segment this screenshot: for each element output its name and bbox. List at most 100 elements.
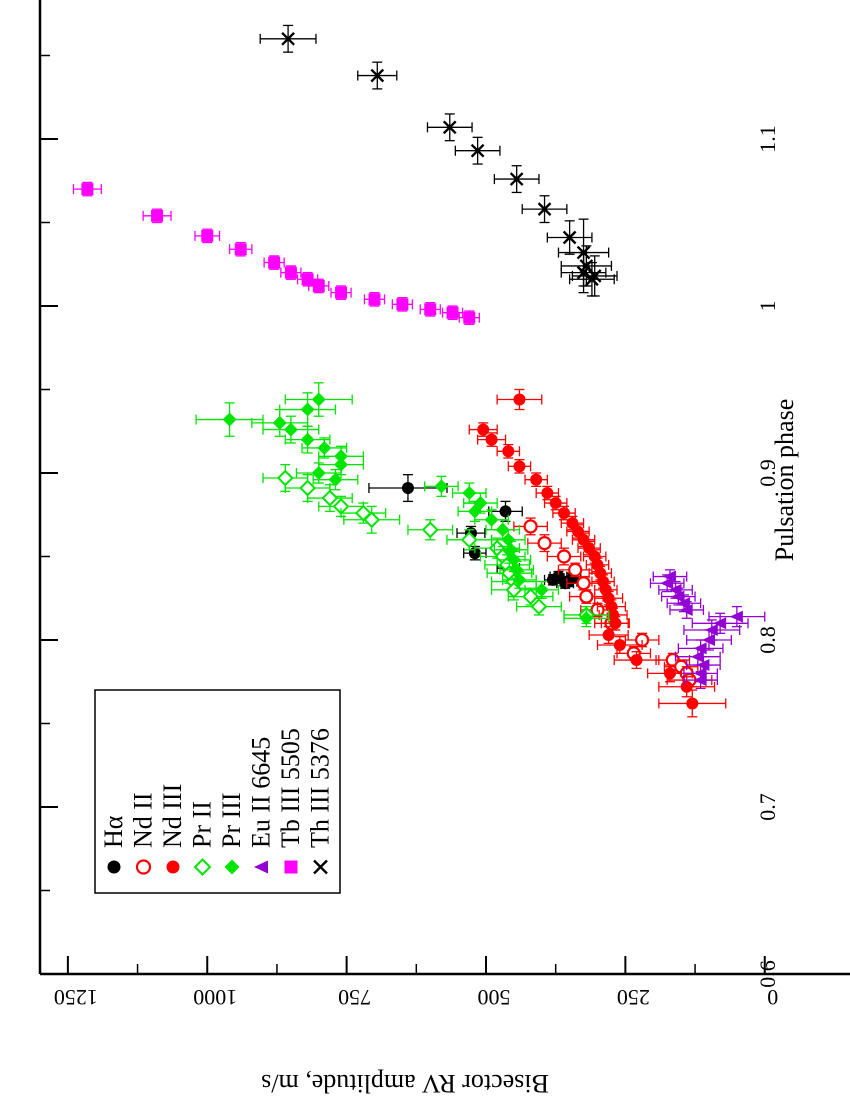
data-point <box>649 574 685 593</box>
data-point <box>391 296 414 312</box>
legend-marker <box>166 860 180 874</box>
series-3 <box>262 463 610 624</box>
legend-item: Nd II <box>129 792 158 875</box>
legend-marker <box>193 858 212 876</box>
data-point <box>142 208 172 224</box>
data-point <box>568 261 615 297</box>
data-point <box>474 509 509 531</box>
data-point <box>458 310 480 326</box>
data-point <box>496 388 543 411</box>
plot-frame <box>38 0 850 976</box>
data-point <box>259 24 317 53</box>
data-point <box>546 220 593 255</box>
legend-marker <box>284 860 298 874</box>
data-point <box>493 540 529 559</box>
data-point <box>521 195 568 224</box>
data-point <box>563 609 610 628</box>
data-point <box>279 392 337 427</box>
data-point <box>357 61 398 90</box>
x-tick-label: 0.6 <box>755 960 780 988</box>
y-tick-label: 500 <box>478 985 511 1010</box>
data-point <box>368 474 448 503</box>
data-point <box>262 415 320 444</box>
data-point <box>195 402 264 437</box>
data-point <box>535 485 560 501</box>
legend-item: Tb III 5505 <box>276 728 305 874</box>
data-point <box>72 181 102 197</box>
data-point <box>499 560 535 579</box>
data-point <box>330 285 352 300</box>
series-6 <box>72 181 480 326</box>
data-point <box>527 534 562 553</box>
legend-label: Pr III <box>217 792 246 848</box>
legend-label: Pr II <box>188 801 217 848</box>
data-point <box>454 136 501 165</box>
x-tick-label: 0.9 <box>755 459 780 487</box>
legend-label: Tb III 5505 <box>276 728 305 848</box>
data-point <box>280 265 302 280</box>
data-point <box>566 575 601 591</box>
data-point <box>543 495 568 511</box>
data-point <box>507 587 554 606</box>
data-point <box>669 600 705 619</box>
data-point <box>658 689 727 718</box>
legend-item: Th III 5376 <box>306 728 335 875</box>
y-tick-label: 750 <box>338 985 371 1010</box>
data-point <box>507 458 532 474</box>
legend-item: Pr III <box>217 792 246 875</box>
data-point <box>426 113 473 142</box>
y-tick-label: 1000 <box>193 985 237 1010</box>
legend-item: Pr II <box>188 801 217 876</box>
data-point <box>516 597 562 616</box>
data-point <box>546 547 582 566</box>
data-point <box>228 241 253 257</box>
series-7 <box>259 24 618 297</box>
data-point <box>560 245 613 287</box>
data-point <box>424 475 459 498</box>
x-tick-label: 1 <box>755 301 780 312</box>
legend-item: Eu II 6645 <box>247 737 276 874</box>
data-point <box>613 651 660 670</box>
legend-item: Nd III <box>158 784 187 874</box>
legend-label: Nd III <box>158 784 187 848</box>
data-point <box>557 562 593 578</box>
data-point <box>468 422 498 437</box>
data-point <box>496 443 521 459</box>
data-point <box>476 432 507 447</box>
legend-marker <box>224 859 240 875</box>
legend-label: Hα <box>99 815 128 848</box>
data-point <box>571 532 596 548</box>
data-point <box>284 382 353 417</box>
data-point <box>588 625 629 644</box>
data-point <box>660 587 696 606</box>
data-point <box>419 302 441 317</box>
data-point <box>683 671 719 690</box>
data-point <box>441 305 464 321</box>
data-point <box>284 425 331 454</box>
data-point <box>524 472 548 488</box>
data-point <box>513 517 548 536</box>
y-axis-label: Bisector RV amplitude, m/s <box>261 1069 549 1098</box>
x-tick-label: 0.8 <box>755 626 780 654</box>
data-point <box>446 529 493 551</box>
legend-label: Eu II 6645 <box>247 737 276 848</box>
legend-box <box>94 689 341 894</box>
data-point <box>363 291 386 307</box>
y-tick-label: 1250 <box>54 985 98 1010</box>
series-5 <box>649 569 766 690</box>
y-tick-label: 0 <box>767 985 778 1010</box>
legend-label: Th III 5376 <box>306 728 335 848</box>
data-point <box>552 505 576 521</box>
data-point <box>407 519 454 541</box>
x-tick-label: 1.1 <box>755 125 780 153</box>
tick-labels: 0.6 0.7 0.8 0.9 1 1.1 0 250 500 750 1000 1250 <box>54 125 780 1010</box>
data-point <box>674 647 721 666</box>
data-point <box>343 505 401 534</box>
data-point <box>596 636 643 655</box>
x-tick-label: 0.7 <box>755 793 780 821</box>
data-point <box>451 482 487 504</box>
legend-marker <box>135 859 152 875</box>
legend: Hα Nd II Nd III Pr II Pr III Eu II 6645 Tb III… <box>94 689 341 894</box>
data-point <box>194 228 221 244</box>
legend-label: Nd II <box>129 792 158 848</box>
